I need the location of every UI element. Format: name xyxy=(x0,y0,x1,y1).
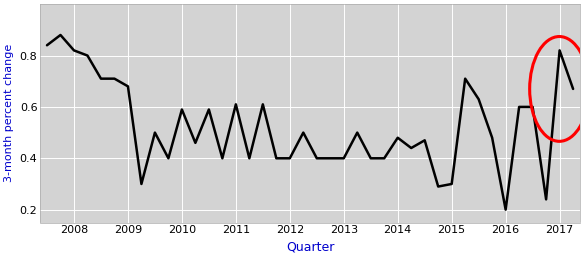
Y-axis label: 3-month percent change: 3-month percent change xyxy=(4,44,14,182)
X-axis label: Quarter: Quarter xyxy=(286,241,334,254)
